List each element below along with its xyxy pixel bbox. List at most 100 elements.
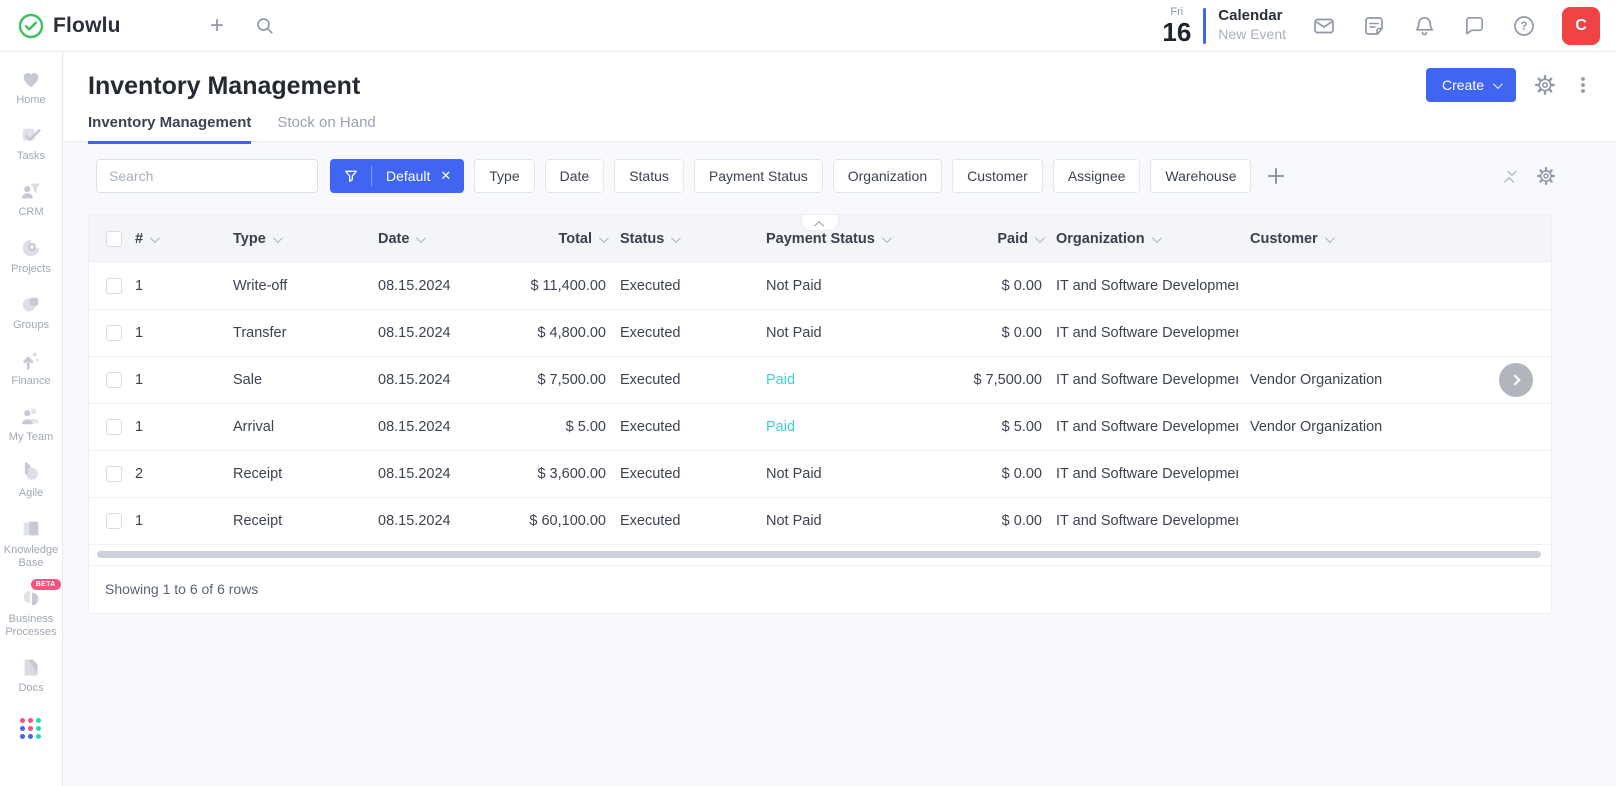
date-number: 16 <box>1162 16 1192 47</box>
chat-icon[interactable] <box>1462 14 1486 38</box>
settings-gear-icon[interactable] <box>1534 74 1556 96</box>
svg-text:?: ? <box>1520 21 1527 33</box>
tab-bar: Inventory Management Stock on Hand <box>88 114 1592 144</box>
add-filter-icon[interactable] <box>1267 167 1285 185</box>
default-filter-chip[interactable]: Default ✕ <box>330 159 465 193</box>
sidebar-item-tasks[interactable]: Tasks <box>0 124 63 163</box>
kebab-menu-icon[interactable] <box>1574 75 1592 95</box>
filter-assignee-button[interactable]: Assignee <box>1052 159 1141 193</box>
search-input[interactable] <box>96 159 318 193</box>
sidebar-item-projects[interactable]: Projects <box>0 237 63 276</box>
beta-badge: BETA <box>30 578 61 590</box>
logo-check-icon <box>18 13 44 39</box>
column-header-date[interactable]: Date <box>378 231 513 247</box>
sidebar-item-knowledge-base[interactable]: Knowledge Base <box>0 518 63 570</box>
sidebar-item-agile[interactable]: Agile <box>0 461 63 500</box>
tab-stock-on-hand[interactable]: Stock on Hand <box>277 114 376 131</box>
column-header-payment-status[interactable]: Payment Status <box>766 231 906 247</box>
home-icon <box>23 73 39 88</box>
row-checkbox[interactable] <box>106 325 122 341</box>
tab-inventory-management[interactable]: Inventory Management <box>88 114 252 144</box>
mail-icon[interactable] <box>1312 14 1336 38</box>
column-header-organization[interactable]: Organization <box>1042 231 1238 247</box>
filter-payment-status-button[interactable]: Payment Status <box>693 159 823 193</box>
page-title: Inventory Management <box>88 72 361 100</box>
new-event-link[interactable]: New Event <box>1218 26 1286 43</box>
row-checkbox[interactable] <box>106 372 122 388</box>
chip-close-icon[interactable]: ✕ <box>440 168 452 183</box>
sidebar-item-home[interactable]: Home <box>0 68 63 107</box>
filter-warehouse-button[interactable]: Warehouse <box>1150 159 1252 193</box>
table-row[interactable]: 1 Write-off 08.15.2024 $ 11,400.00 Execu… <box>89 263 1551 310</box>
column-header-paid[interactable]: Paid <box>906 231 1045 247</box>
scroll-right-button[interactable] <box>1499 363 1533 397</box>
chevron-down-icon <box>1492 78 1503 89</box>
left-sidebar: Home Tasks CRM Projects Groups Finance M… <box>0 52 63 786</box>
filter-customer-button[interactable]: Customer <box>952 159 1043 193</box>
column-header-num[interactable]: # <box>135 231 233 247</box>
docs-icon <box>24 659 38 676</box>
notes-icon[interactable] <box>1362 14 1386 38</box>
help-icon[interactable]: ? <box>1512 14 1536 38</box>
row-checkbox[interactable] <box>106 419 122 435</box>
business-processes-icon <box>23 590 39 606</box>
sidebar-item-docs[interactable]: Docs <box>0 656 63 695</box>
rows-count-status: Showing 1 to 6 of 6 rows <box>89 565 1551 613</box>
sidebar-item-finance[interactable]: Finance <box>0 349 63 388</box>
select-all-checkbox[interactable] <box>106 231 122 247</box>
sort-chevron-icon <box>671 232 682 243</box>
projects-icon <box>22 239 40 256</box>
column-header-status[interactable]: Status <box>606 231 766 247</box>
sidebar-item-business-processes[interactable]: BETA Business Processes <box>0 578 63 639</box>
table-row[interactable]: 2 Receipt 08.15.2024 $ 3,600.00 Executed… <box>89 451 1551 498</box>
date-block: Fri 16 <box>1162 5 1192 47</box>
table-settings-gear-icon[interactable] <box>1536 166 1556 186</box>
notifications-bell-icon[interactable] <box>1412 14 1436 38</box>
table-row[interactable]: 1 Transfer 08.15.2024 $ 4,800.00 Execute… <box>89 310 1551 357</box>
funnel-icon <box>330 166 372 186</box>
quick-add-icon[interactable]: + <box>209 11 224 39</box>
row-checkbox[interactable] <box>106 278 122 294</box>
flowlu-logo[interactable]: Flowlu <box>0 13 205 39</box>
scrollbar-thumb[interactable] <box>97 551 1541 558</box>
table-row[interactable]: 1 Arrival 08.15.2024 $ 5.00 Executed Pai… <box>89 404 1551 451</box>
calendar-title: Calendar <box>1218 7 1283 25</box>
collapse-rows-icon[interactable] <box>1504 165 1517 187</box>
finance-icon <box>23 352 39 370</box>
sort-chevron-icon <box>150 232 160 243</box>
apps-grid-icon[interactable] <box>20 718 42 740</box>
column-header-total[interactable]: Total <box>513 231 609 247</box>
user-avatar[interactable]: C <box>1562 6 1600 45</box>
create-button[interactable]: Create <box>1425 68 1516 102</box>
sidebar-item-groups[interactable]: Groups <box>0 293 63 332</box>
knowledge-base-icon <box>23 521 39 535</box>
logo-wordmark: Flowlu <box>53 13 121 37</box>
calendar-divider <box>1203 7 1207 44</box>
date-day: Fri <box>1170 5 1184 18</box>
sort-chevron-icon <box>1324 232 1335 243</box>
filter-status-button[interactable]: Status <box>614 159 684 193</box>
calendar-widget[interactable]: Fri 16 Calendar New Event <box>1162 5 1286 47</box>
collapse-table-pill[interactable] <box>801 215 839 231</box>
filter-organization-button[interactable]: Organization <box>832 159 943 193</box>
top-bar: Flowlu + Fri 16 Calendar New Event <box>0 0 1616 52</box>
row-checkbox[interactable] <box>106 466 122 482</box>
table-row[interactable]: 1 Receipt 08.15.2024 $ 60,100.00 Execute… <box>89 498 1551 545</box>
crm-icon <box>21 184 41 199</box>
sidebar-item-crm[interactable]: CRM <box>0 180 63 219</box>
my-team-icon <box>21 408 39 425</box>
filter-type-button[interactable]: Type <box>474 159 535 193</box>
tasks-icon <box>22 128 41 142</box>
row-checkbox[interactable] <box>106 513 122 529</box>
filter-date-button[interactable]: Date <box>544 159 605 193</box>
column-header-customer[interactable]: Customer <box>1238 231 1546 247</box>
column-header-type[interactable]: Type <box>233 231 378 247</box>
sidebar-item-my-team[interactable]: My Team <box>0 405 63 444</box>
table-row[interactable]: 1 Sale 08.15.2024 $ 7,500.00 Executed Pa… <box>89 357 1551 404</box>
horizontal-scrollbar[interactable] <box>97 551 1543 559</box>
filter-bar: Default ✕ Type Date Status Payment Statu… <box>96 159 1616 193</box>
agile-icon <box>24 462 38 481</box>
sort-chevron-icon <box>416 232 427 243</box>
column-header-assignee[interactable]: Assignee <box>1546 231 1551 247</box>
search-icon[interactable] <box>253 14 277 38</box>
